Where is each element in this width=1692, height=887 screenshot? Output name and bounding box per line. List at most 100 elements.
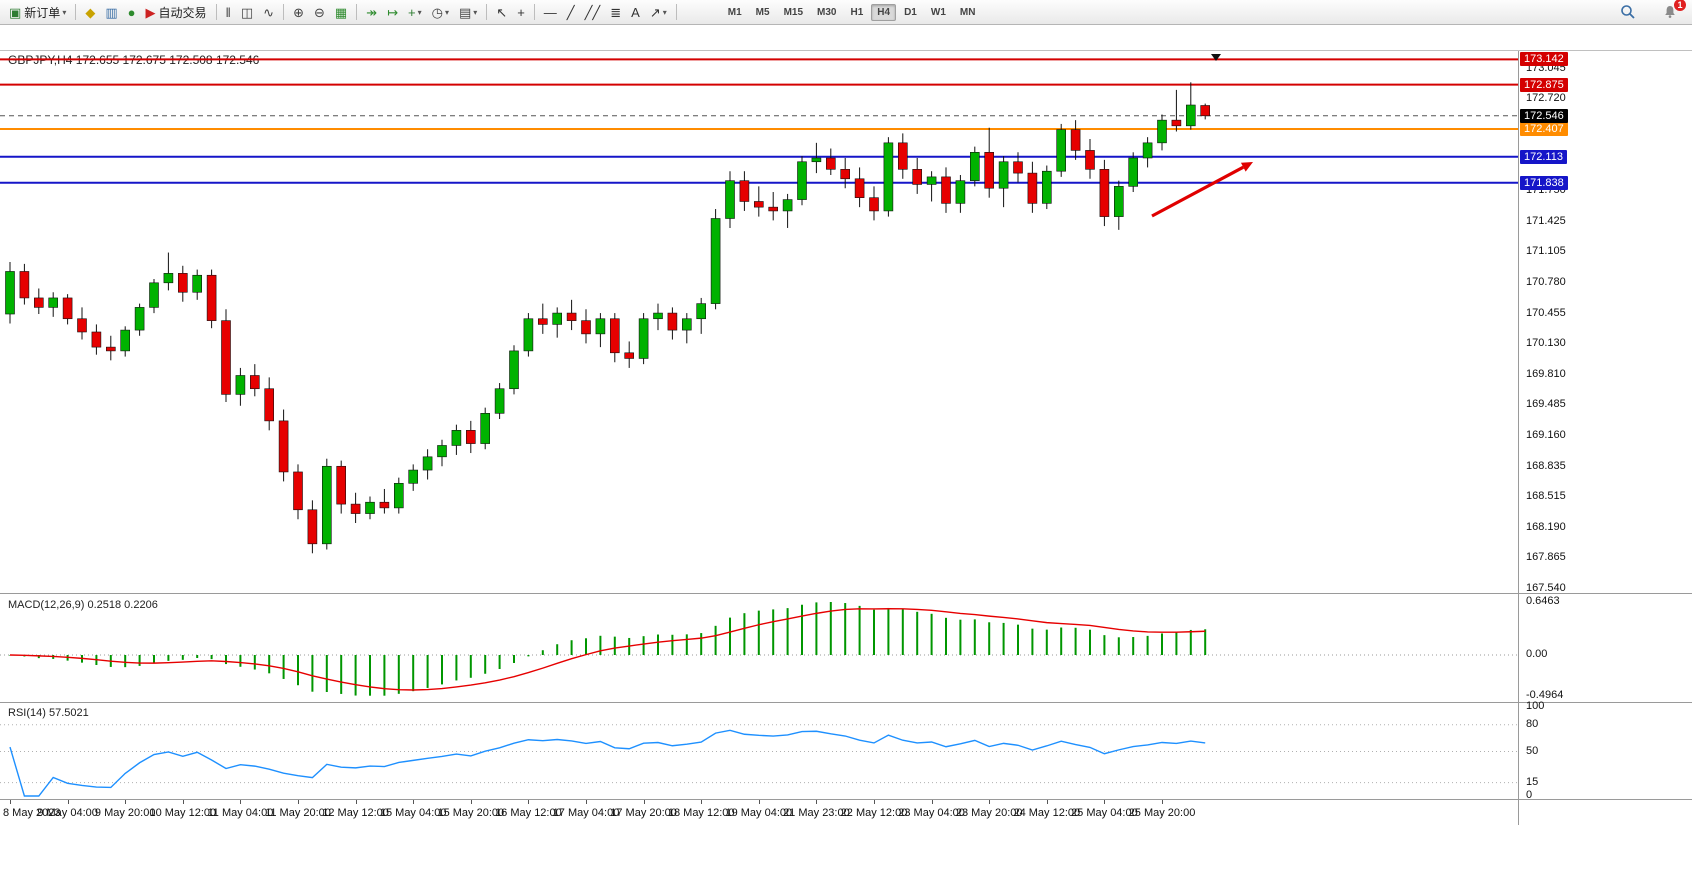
candle-body xyxy=(1085,150,1095,170)
time-tick xyxy=(701,800,703,804)
autotrade-button[interactable]: ▶ 自动交易 xyxy=(141,1,210,23)
time-tick xyxy=(240,800,242,804)
timeframe-mn[interactable]: MN xyxy=(959,6,976,18)
hline-price-tag: 171.838 xyxy=(1520,175,1568,190)
time-tick xyxy=(816,800,818,804)
candle-body xyxy=(1128,157,1138,187)
time-axis-label: 22 May 12:00 xyxy=(840,807,908,819)
toolbar-separator xyxy=(215,4,217,20)
hline-price-tag: 172.407 xyxy=(1520,121,1568,136)
market-watch-button[interactable]: ◆ xyxy=(81,1,99,23)
cursor-icon: ↖ xyxy=(496,4,508,20)
timeframe-h1[interactable]: H1 xyxy=(850,6,864,18)
cursor-button[interactable]: ↖ xyxy=(492,1,511,23)
rsi-axis-label: 50 xyxy=(1526,744,1539,757)
trend-arrow-annotation[interactable] xyxy=(1151,162,1253,218)
candle-body xyxy=(984,151,995,189)
notifications-button[interactable]: 1 xyxy=(1662,0,1686,20)
macd-signal-line xyxy=(9,608,1206,691)
timeframe-m30[interactable]: M30 xyxy=(817,6,837,18)
candle-body xyxy=(437,445,447,458)
periods-button[interactable]: ◷ ▾ xyxy=(428,1,453,23)
chart-shift-button[interactable]: ↦ xyxy=(383,1,402,23)
candle-body xyxy=(365,501,375,514)
time-axis-label: 19 May 04:00 xyxy=(725,807,793,819)
indicators-icon: + xyxy=(408,4,416,20)
timeframe-m15[interactable]: M15 xyxy=(783,6,804,18)
price-axis-label: 168.835 xyxy=(1526,459,1566,472)
candle-body xyxy=(1013,161,1023,174)
chevron-down-icon: ▾ xyxy=(62,7,67,17)
time-axis-label: 15 May 20:00 xyxy=(437,807,505,819)
data-window-button[interactable]: ▥ xyxy=(101,1,121,23)
timeframe-m5[interactable]: M5 xyxy=(755,6,770,18)
candle-body xyxy=(854,178,865,198)
time-tick xyxy=(10,800,11,804)
price-axis[interactable]: 173.045 172.720 171.750 171.425 171.105 170.7… xyxy=(1519,25,1692,887)
toolbar-buttons: ▣ 新订单 ▾ ◆ ▥ ● ▶ 自动交易 ‖ ◫ ∿ ⊕ ⊖ ▦ ↠ ↦ + ▾ ◷ ▾ ▤ ▾ ↖ + — ╱ ╱╱ ≣ A ↗ ▾ xyxy=(4,1,681,23)
time-axis[interactable]: 8 May 2023 9 May 04:00 9 May 20:00 10 May 1… xyxy=(0,800,1518,825)
navigator-button[interactable]: ● xyxy=(124,1,140,23)
price-axis-label: 167.540 xyxy=(1526,582,1566,595)
rsi-indicator-label: RSI(14) 57.5021 xyxy=(8,707,89,719)
hline-tool-button[interactable]: — xyxy=(540,1,561,23)
arrows-tool-button[interactable]: ↗ ▾ xyxy=(646,1,671,23)
price-chart-canvas[interactable] xyxy=(0,51,1518,801)
market-watch-icon: ◆ xyxy=(85,4,96,20)
auto-scroll-button[interactable]: ↠ xyxy=(362,1,381,23)
text-tool-button[interactable]: A xyxy=(627,1,644,23)
toolbar-separator xyxy=(533,4,535,20)
price-axis-label: 169.810 xyxy=(1526,367,1566,380)
time-tick xyxy=(1046,800,1048,804)
search-button[interactable] xyxy=(1620,4,1636,20)
price-axis-label: 171.105 xyxy=(1526,245,1566,258)
new-order-button[interactable]: ▣ 新订单 ▾ xyxy=(5,1,70,23)
crosshair-button[interactable]: + xyxy=(513,1,529,23)
new-order-button-label: 新订单 xyxy=(24,5,61,20)
time-axis-label: 18 May 12:00 xyxy=(667,807,735,819)
channel-tool-button[interactable]: ╱╱ xyxy=(581,1,605,23)
timeframe-m1[interactable]: M1 xyxy=(727,6,742,18)
timeframe-d1[interactable]: D1 xyxy=(904,6,917,18)
zoom-in-button[interactable]: ⊕ xyxy=(289,1,308,23)
chart-line-button[interactable]: ∿ xyxy=(259,1,278,23)
candle-body xyxy=(321,465,332,545)
price-axis-label: 172.720 xyxy=(1526,92,1566,105)
time-axis-label: 10 May 12:00 xyxy=(149,807,217,819)
panel-separator-main-macd[interactable] xyxy=(0,593,1692,594)
price-axis-label: 170.130 xyxy=(1526,337,1566,350)
panel-separator-macd-rsi[interactable] xyxy=(0,702,1692,703)
tile-windows-button[interactable]: ▦ xyxy=(331,1,351,23)
chart-candles-button[interactable]: ◫ xyxy=(237,1,257,23)
timeframe-w1[interactable]: W1 xyxy=(930,6,946,18)
candle-body xyxy=(1142,142,1153,159)
trendline-icon: ╱ xyxy=(566,4,575,20)
time-tick xyxy=(413,800,415,804)
candle-body xyxy=(5,271,15,315)
candle-body xyxy=(408,469,419,484)
fibonacci-tool-button[interactable]: ≣ xyxy=(606,1,625,23)
trendline-tool-button[interactable]: ╱ xyxy=(563,1,579,23)
time-tick xyxy=(298,800,299,804)
candle-body xyxy=(134,307,145,331)
indicators-button[interactable]: + ▾ xyxy=(404,1,426,23)
candle-body xyxy=(1099,169,1110,217)
candle-body xyxy=(969,151,980,181)
candlestick-icon: ◫ xyxy=(240,4,254,20)
candle-body xyxy=(912,169,923,185)
hline-price-tag: 172.875 xyxy=(1520,77,1568,92)
chart-bars-button[interactable]: ‖ xyxy=(222,1,235,23)
candle-body xyxy=(250,375,260,390)
time-tick xyxy=(1104,800,1106,804)
time-tick xyxy=(874,800,875,804)
hline-price-tag: 172.113 xyxy=(1520,149,1567,164)
toolbar-separator xyxy=(486,4,488,20)
templates-button[interactable]: ▤ ▾ xyxy=(455,1,481,23)
price-axis-label: 170.780 xyxy=(1526,275,1566,288)
navigator-icon: ● xyxy=(127,4,136,20)
zoom-out-button[interactable]: ⊖ xyxy=(310,1,329,23)
timeframe-h4[interactable]: H4 xyxy=(871,3,897,21)
chart-window: GBPJPY,H4 172.655 172.675 172.508 172.54… xyxy=(0,25,1692,862)
panel-separator-rsi-time xyxy=(0,799,1692,800)
autotrade-icon: ▶ xyxy=(145,4,156,20)
